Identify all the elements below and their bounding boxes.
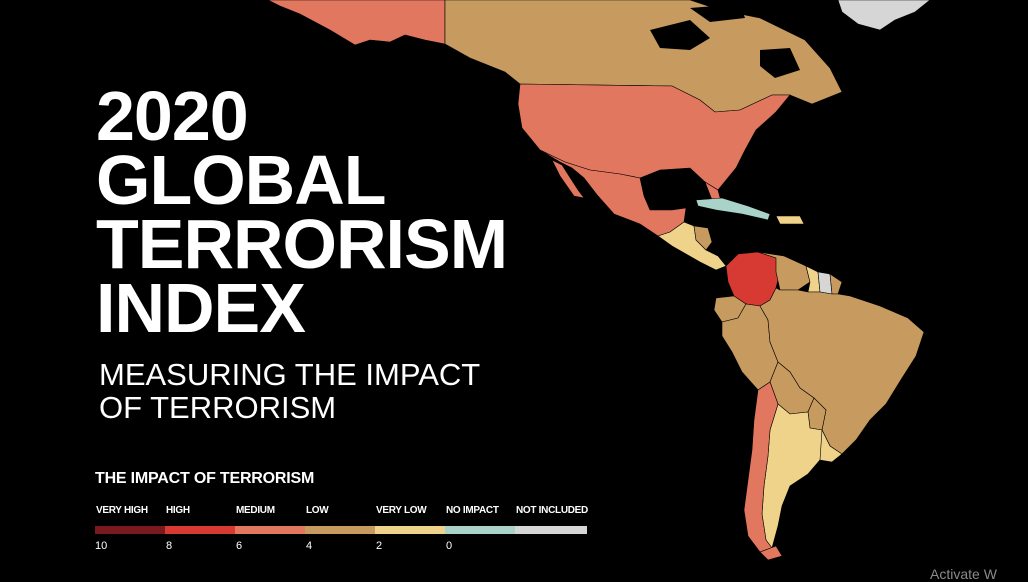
country-cuba	[695, 197, 771, 221]
title-line-1: 2020	[96, 77, 249, 155]
legend-tick-8: 8	[166, 540, 173, 552]
country-hispaniola	[775, 215, 805, 225]
legend-tick-2: 2	[376, 540, 383, 552]
legend-swatch-not-included	[515, 526, 587, 534]
page-title: 2020 GLOBAL TERRORISM INDEX	[96, 77, 508, 347]
legend-swatch-no-impact	[445, 526, 515, 534]
country-uruguay	[819, 428, 843, 463]
legend-swatch-very-high	[95, 526, 165, 534]
legend-swatch-low	[305, 526, 375, 534]
legend-swatch-very-low	[375, 526, 445, 534]
title-line-3: TERRORISM	[96, 205, 508, 283]
subtitle-line-2: OF TERRORISM	[99, 390, 337, 425]
legend-tick-4: 4	[306, 540, 313, 552]
legend-swatch-medium	[235, 526, 305, 534]
legend-tick-10: 10	[95, 540, 108, 552]
legend-tick-6: 6	[236, 540, 243, 552]
subtitle: MEASURING THE IMPACT OF TERRORISM	[99, 358, 480, 424]
activation-watermark: Activate W	[930, 566, 997, 582]
legend-label-medium: MEDIUM	[236, 505, 275, 516]
country-chile	[743, 381, 779, 553]
country-nicaragua	[693, 225, 713, 251]
legend-label-low: LOW	[306, 505, 329, 516]
legend-label-no-impact: NO IMPACT	[446, 505, 499, 516]
legend-label-very-low: VERY LOW	[376, 505, 427, 516]
legend-label-not-included: NOT INCLUDED	[516, 505, 588, 516]
subtitle-line-1: MEASURING THE IMPACT	[99, 357, 481, 392]
legend-swatch-high	[165, 526, 235, 534]
title-line-4: INDEX	[96, 269, 306, 347]
country-french-guiana	[829, 273, 843, 295]
country-alaska	[267, 0, 446, 46]
legend-title: THE IMPACT OF TERRORISM	[95, 470, 315, 487]
title-line-2: GLOBAL	[96, 141, 387, 219]
legend-label-high: HIGH	[166, 505, 190, 516]
legend-tick-0: 0	[446, 540, 453, 552]
country-central-america	[657, 221, 727, 271]
legend-label-very-high: VERY HIGH	[96, 505, 148, 516]
country-greenland	[837, 0, 931, 31]
